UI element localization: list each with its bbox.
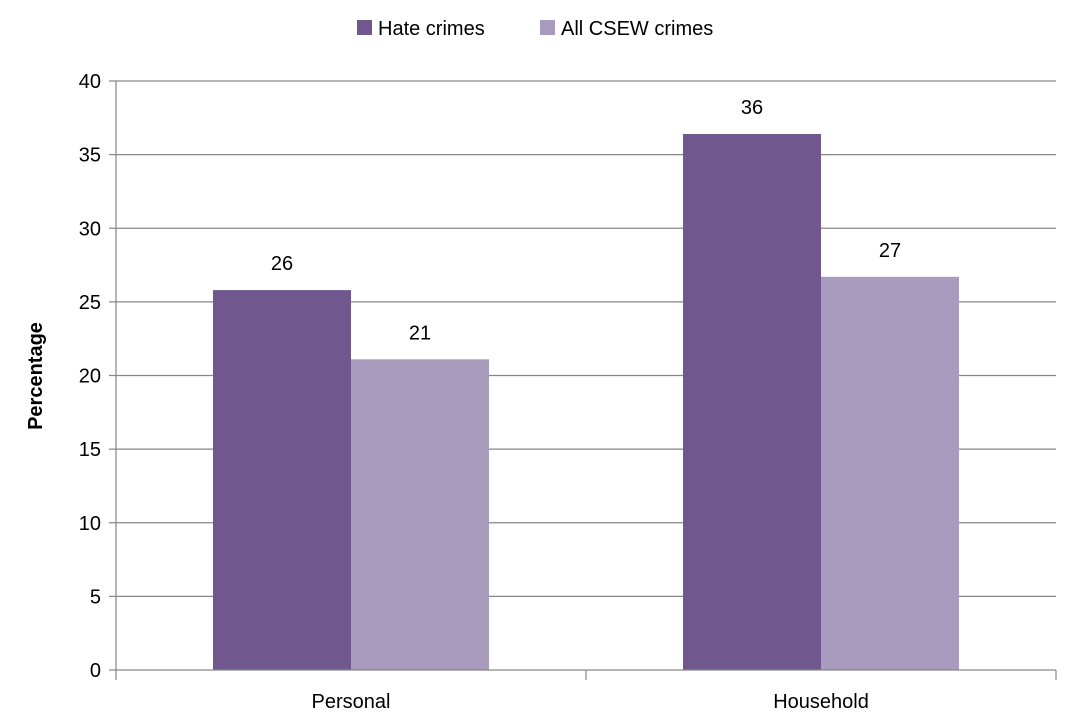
y-tick-label-40: 40 <box>79 71 101 93</box>
data-label-hate-crimes-household: 36 <box>741 97 763 119</box>
y-tick-label-10: 10 <box>79 513 101 535</box>
y-axis-title: Percentage <box>25 322 47 430</box>
data-label-all-csew-crimes-personal: 21 <box>409 322 431 344</box>
y-tick-label-5: 5 <box>90 586 101 608</box>
legend-swatch-all-csew-crimes <box>540 20 555 35</box>
data-labels: 26 21 36 27 <box>271 97 901 344</box>
bar-all-csew-crimes-household <box>821 276 959 670</box>
y-tick-label-20: 20 <box>79 366 101 388</box>
x-tick-label-household: Household <box>773 691 869 713</box>
legend: Hate crimes All CSEW crimes <box>357 18 713 40</box>
y-tick-label-30: 30 <box>79 218 101 240</box>
legend-label-all-csew-crimes: All CSEW crimes <box>561 18 713 40</box>
bars <box>213 134 959 670</box>
data-label-hate-crimes-personal: 26 <box>271 253 293 275</box>
y-tick-label-35: 35 <box>79 145 101 167</box>
y-tick-label-25: 25 <box>79 292 101 314</box>
axes: 0 5 10 15 20 25 30 35 40 Personal Household <box>79 71 1057 713</box>
legend-label-hate-crimes: Hate crimes <box>378 18 485 40</box>
bar-all-csew-crimes-personal <box>351 359 489 670</box>
y-tick-label-0: 0 <box>90 660 101 682</box>
y-tick-label-15: 15 <box>79 439 101 461</box>
x-tick-label-personal: Personal <box>312 691 391 713</box>
data-label-all-csew-crimes-household: 27 <box>879 240 901 262</box>
bar-hate-crimes-personal <box>213 290 351 670</box>
bar-hate-crimes-household <box>683 134 821 670</box>
legend-swatch-hate-crimes <box>357 20 372 35</box>
